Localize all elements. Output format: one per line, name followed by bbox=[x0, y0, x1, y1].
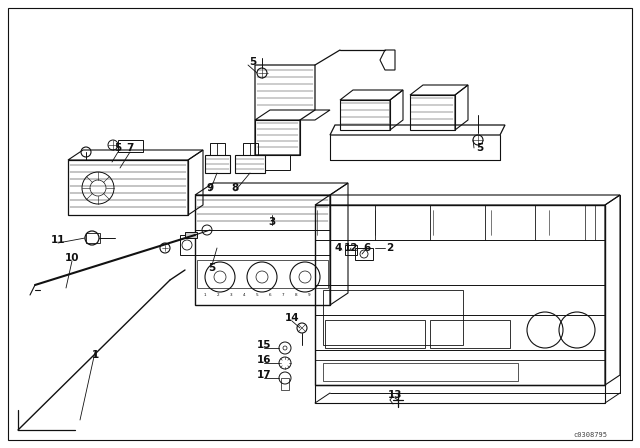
Text: 5: 5 bbox=[115, 143, 122, 153]
Text: c0308795: c0308795 bbox=[573, 432, 607, 438]
Bar bbox=[323, 363, 518, 381]
Text: 10: 10 bbox=[65, 253, 79, 263]
Bar bbox=[323, 290, 463, 345]
Bar bbox=[345, 245, 357, 255]
Text: 9: 9 bbox=[308, 293, 310, 297]
Bar bbox=[265, 155, 290, 170]
Text: 3: 3 bbox=[230, 293, 232, 297]
Text: 7: 7 bbox=[126, 143, 134, 153]
Bar bbox=[118, 140, 143, 152]
Text: 7: 7 bbox=[282, 293, 284, 297]
Bar bbox=[210, 143, 225, 155]
Text: 4: 4 bbox=[334, 243, 342, 253]
Text: 8: 8 bbox=[232, 183, 239, 193]
Bar bbox=[86, 233, 100, 243]
Text: 16: 16 bbox=[257, 355, 271, 365]
Text: 2: 2 bbox=[387, 243, 394, 253]
Text: 6: 6 bbox=[269, 293, 271, 297]
Text: 1: 1 bbox=[204, 293, 206, 297]
Text: 8: 8 bbox=[294, 293, 298, 297]
Text: 12: 12 bbox=[344, 243, 358, 253]
Bar bbox=[185, 232, 197, 238]
Text: 5: 5 bbox=[256, 293, 259, 297]
Text: 5: 5 bbox=[209, 263, 216, 273]
Text: 4: 4 bbox=[243, 293, 245, 297]
Text: 13: 13 bbox=[388, 390, 403, 400]
Text: 9: 9 bbox=[207, 183, 214, 193]
Text: 1: 1 bbox=[92, 350, 99, 360]
Bar bbox=[355, 248, 373, 260]
Text: 11: 11 bbox=[51, 235, 65, 245]
Bar bbox=[243, 143, 258, 155]
Text: 6: 6 bbox=[364, 243, 371, 253]
Text: 15: 15 bbox=[257, 340, 271, 350]
Bar bbox=[180, 235, 195, 255]
Text: 17: 17 bbox=[257, 370, 271, 380]
Text: 3: 3 bbox=[268, 217, 276, 227]
Text: 2: 2 bbox=[217, 293, 220, 297]
Bar bbox=[281, 378, 289, 390]
Bar bbox=[315, 385, 605, 403]
Text: 5: 5 bbox=[250, 57, 257, 67]
Text: 5: 5 bbox=[476, 143, 484, 153]
Bar bbox=[430, 320, 510, 348]
Bar bbox=[325, 320, 425, 348]
Bar bbox=[197, 260, 328, 288]
Text: 14: 14 bbox=[285, 313, 300, 323]
